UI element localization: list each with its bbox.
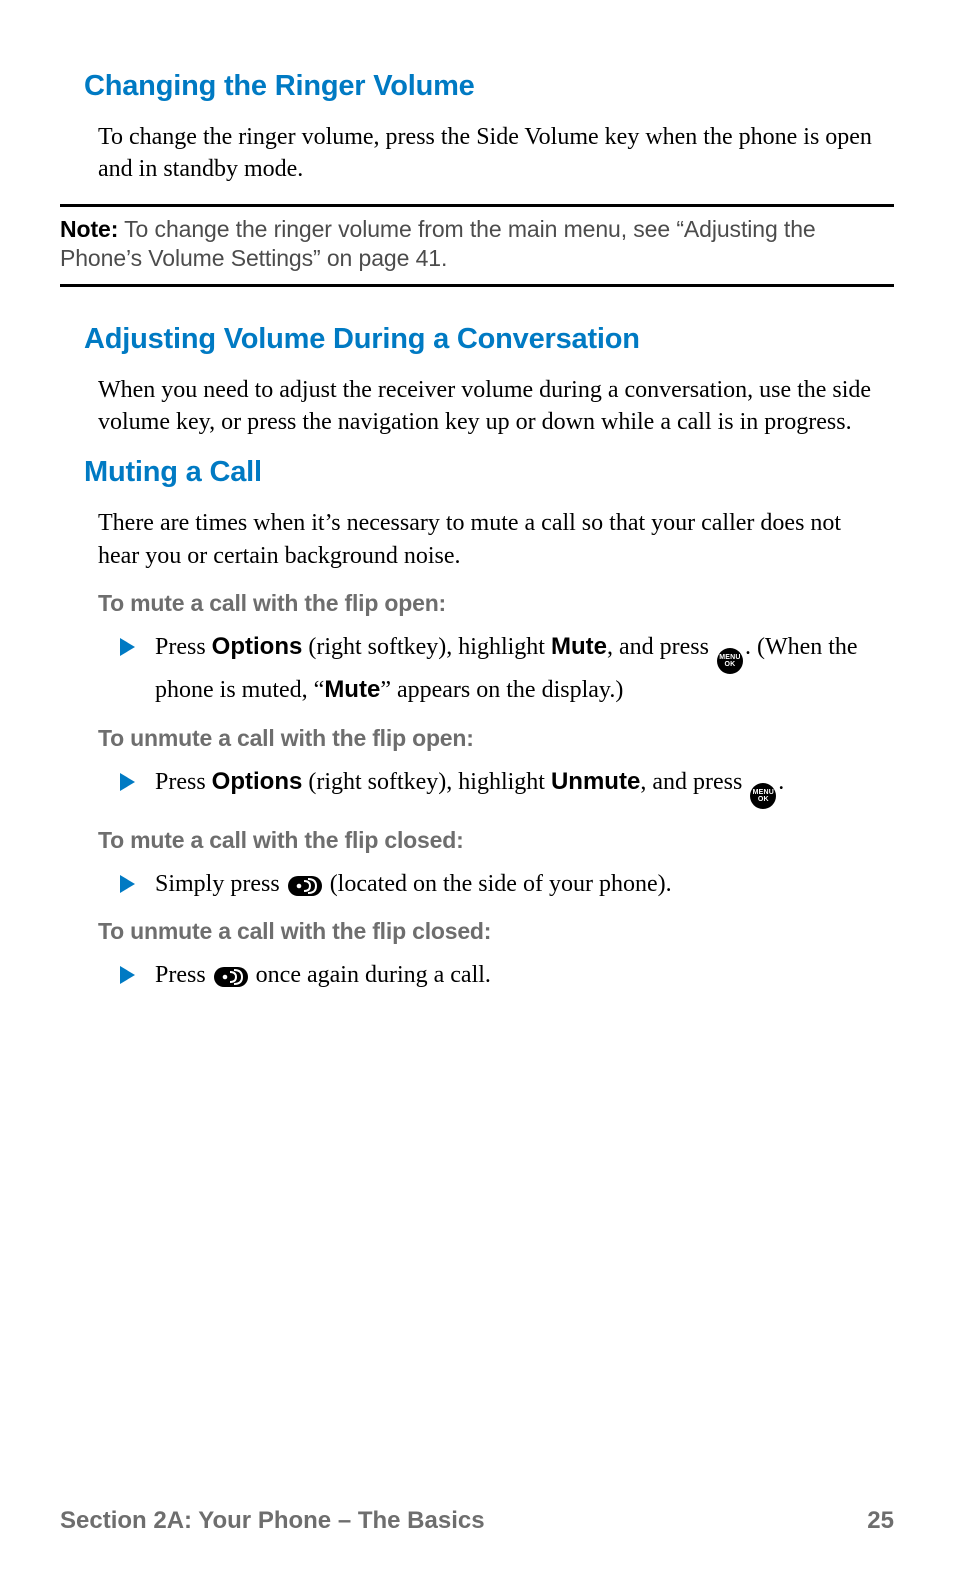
icon-text-bottom: OK [758,796,769,803]
page-number: 25 [867,1507,894,1535]
bullet-unmute-closed-text: Press once again during a call. [155,959,491,991]
body-muting-intro: There are times when it’s necessary to m… [98,507,874,572]
menu-ok-key-icon: MENUOK [717,648,743,674]
side-key-icon [288,876,322,896]
icon-text-bottom: OK [725,661,736,668]
note-label: Note: [60,216,118,242]
body-adjust-volume: When you need to adjust the receiver vol… [98,374,874,439]
text-fragment: (right softkey), highlight [302,634,551,660]
subhead-mute-open: To mute a call with the flip open: [98,590,894,617]
text-fragment: , and press [607,634,715,660]
side-key-icon [214,967,248,987]
unmute-label: Unmute [551,768,640,795]
subhead-unmute-open: To unmute a call with the flip open: [98,725,894,752]
bullet-mute-closed: Simply press (located on the side of you… [120,868,874,900]
bullet-mute-open-text: Press Options (right softkey), highlight… [155,631,874,706]
text-fragment: Simply press [155,871,286,897]
bullet-unmute-closed: Press once again during a call. [120,959,874,991]
body-changing-ringer: To change the ringer volume, press the S… [98,121,874,186]
bullet-arrow-icon [120,875,135,893]
text-fragment: once again during a call. [250,962,491,988]
text-fragment: (located on the side of your phone). [324,871,672,897]
mute-label: Mute [551,633,607,660]
bullet-arrow-icon [120,773,135,791]
page-footer: Section 2A: Your Phone – The Basics 25 [60,1507,894,1535]
text-fragment: ” appears on the display.) [380,677,623,703]
mute-label-quoted: Mute [324,676,380,703]
heading-muting-call: Muting a Call [84,456,894,489]
bullet-arrow-icon [120,638,135,656]
subhead-mute-closed: To mute a call with the flip closed: [98,827,894,854]
bullet-unmute-open-text: Press Options (right softkey), highlight… [155,766,784,809]
note-text: Note: To change the ringer volume from t… [60,215,894,274]
icon-text-top: MENU [719,654,740,661]
options-label: Options [212,633,303,660]
icon-text-top: MENU [753,789,774,796]
footer-section-label: Section 2A: Your Phone – The Basics [60,1507,485,1535]
text-fragment: Press [155,769,212,795]
options-label: Options [212,768,303,795]
text-fragment: Press [155,634,212,660]
menu-ok-key-icon: MENUOK [750,783,776,809]
text-fragment: . [778,769,784,795]
note-body: To change the ringer volume from the mai… [60,216,816,271]
text-fragment: , and press [640,769,748,795]
text-fragment: Press [155,962,212,988]
subhead-unmute-closed: To unmute a call with the flip closed: [98,918,894,945]
bullet-arrow-icon [120,966,135,984]
bullet-mute-closed-text: Simply press (located on the side of you… [155,868,672,900]
bullet-mute-open: Press Options (right softkey), highlight… [120,631,874,706]
note-box: Note: To change the ringer volume from t… [60,204,894,287]
manual-page: Changing the Ringer Volume To change the… [0,0,954,1590]
bullet-unmute-open: Press Options (right softkey), highlight… [120,766,874,809]
text-fragment: (right softkey), highlight [302,769,551,795]
heading-changing-ringer: Changing the Ringer Volume [84,70,894,103]
heading-adjust-volume: Adjusting Volume During a Conversation [84,323,894,356]
